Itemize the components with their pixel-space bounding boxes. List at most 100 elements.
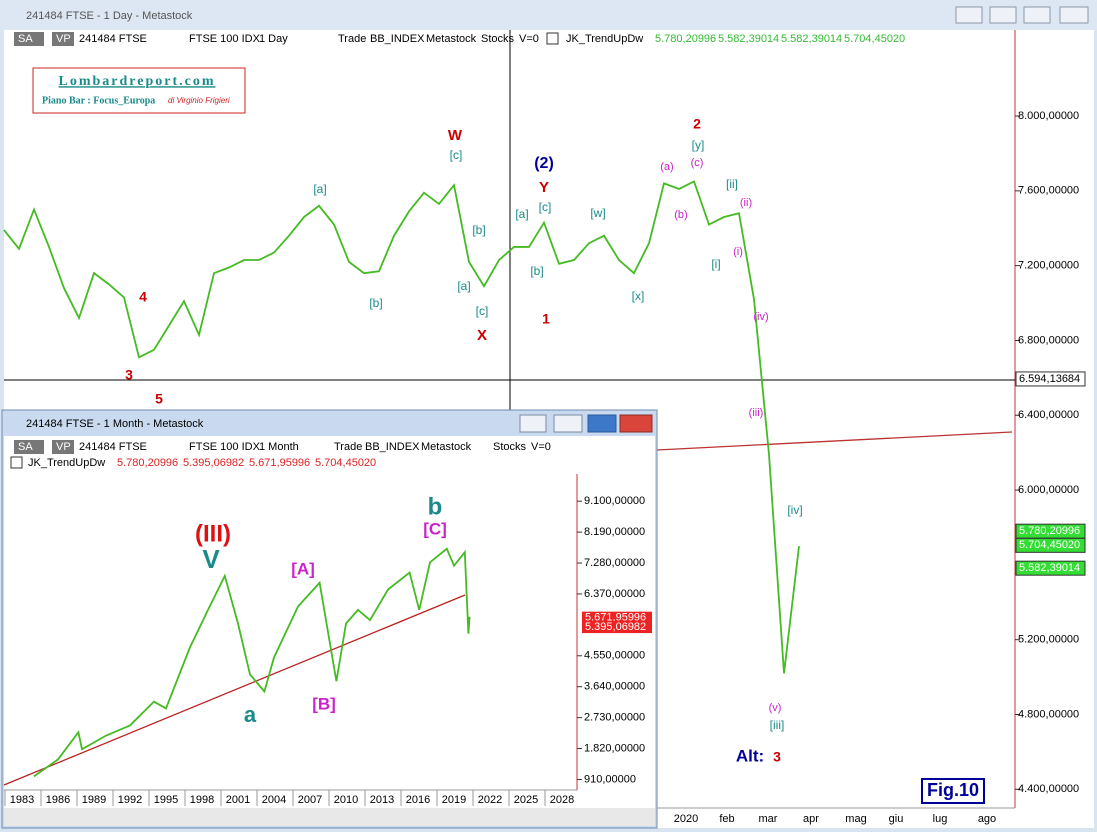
- wave-label: a: [244, 702, 257, 727]
- wave-label: W: [448, 127, 463, 144]
- indicator-toggle[interactable]: [10, 456, 23, 469]
- wave-label: (iv): [753, 311, 768, 323]
- y-tick-label: 9.100,00000: [584, 495, 645, 507]
- toolbar-item: SA: [18, 33, 33, 45]
- main-title: 241484 FTSE - 1 Day - Metastock: [26, 10, 193, 22]
- wave-label: (b): [674, 209, 687, 221]
- wave-label: [x]: [632, 289, 645, 303]
- wave-label: 3: [125, 367, 133, 383]
- wave-label: X: [477, 327, 487, 344]
- y-tick-label: 2.730,00000: [584, 712, 645, 724]
- toolbar-button[interactable]: [52, 440, 74, 454]
- wave-label: 3: [773, 749, 781, 765]
- btn-close[interactable]: [619, 414, 653, 433]
- toolbar-item: 1 Month: [259, 441, 299, 453]
- price-label-box: [582, 611, 652, 624]
- y-tick-label: 5.200,00000: [1018, 634, 1079, 646]
- window-buttons[interactable]: [955, 6, 1089, 24]
- price-label-box: [1015, 560, 1086, 576]
- y-tick-label: 1.820,00000: [584, 742, 645, 754]
- wave-label: [ii]: [726, 177, 738, 191]
- toolbar-item: Stocks: [493, 441, 527, 453]
- x-tick-label: giu: [889, 813, 904, 825]
- y-tick-label: 6.800,00000: [1018, 334, 1079, 346]
- price-label-box: [1015, 537, 1086, 553]
- toolbar-item: BB_INDEX: [370, 33, 425, 45]
- x-tick-label: 1995: [154, 794, 178, 806]
- x-tick-label: 1998: [190, 794, 214, 806]
- btn-minimize[interactable]: [989, 6, 1017, 24]
- toolbar-button[interactable]: [52, 32, 74, 46]
- wave-label: (III): [195, 520, 231, 547]
- trend-line: [3, 594, 466, 786]
- btn-minimize[interactable]: [553, 414, 583, 433]
- wave-label: (ii): [740, 197, 752, 209]
- wave-label: 4: [139, 289, 147, 305]
- wave-label: [b]: [530, 264, 543, 278]
- y-tick-label: 8.190,00000: [584, 526, 645, 538]
- toolbar-button[interactable]: [14, 440, 44, 454]
- btn-copy[interactable]: [955, 6, 983, 24]
- indicator-toggle[interactable]: [546, 32, 559, 45]
- toolbar-button[interactable]: [14, 32, 44, 46]
- wave-label: Alt:: [736, 746, 764, 765]
- wave-label: [c]: [476, 304, 489, 318]
- y-tick-label: 7.600,00000: [1018, 185, 1079, 197]
- toolbar-item: 1 Day: [259, 33, 288, 45]
- x-tick-label: 2016: [406, 794, 430, 806]
- y-tick-label: 3.640,00000: [584, 681, 645, 693]
- x-tick-label: 2001: [226, 794, 250, 806]
- indicator-value: 5.582,39014: [781, 33, 842, 45]
- y-tick-label: 4.400,00000: [1018, 783, 1079, 795]
- y-tick-label: 7.280,00000: [584, 557, 645, 569]
- price-label: 5.780,20996: [1019, 525, 1080, 537]
- price-label-box: [1015, 371, 1086, 387]
- x-tick-label: apr: [803, 813, 819, 825]
- x-tick-label: 2025: [514, 794, 538, 806]
- btn-copy[interactable]: [519, 414, 547, 433]
- wave-label: Y: [539, 179, 549, 196]
- btn-close[interactable]: [1059, 6, 1089, 24]
- price-label: 6.594,13684: [1019, 373, 1080, 385]
- toolbar-item: VP: [56, 33, 71, 45]
- wave-label: [A]: [291, 559, 315, 578]
- y-tick-label: 6.400,00000: [1018, 409, 1079, 421]
- x-tick-label: feb: [719, 813, 734, 825]
- y-tick-label: 7.200,00000: [1018, 260, 1079, 272]
- x-tick-label: 2004: [262, 794, 286, 806]
- x-tick-label: 2010: [334, 794, 358, 806]
- x-tick-label: mar: [759, 813, 778, 825]
- x-tick-label: 2020: [674, 813, 698, 825]
- toolbar-item: Metastock: [426, 33, 477, 45]
- btn-maximize[interactable]: [1023, 6, 1051, 24]
- x-tick-label: 1989: [82, 794, 106, 806]
- wave-label: (i): [733, 246, 743, 258]
- indicator-value: 5.671,95996: [249, 457, 310, 469]
- wave-label: [b]: [369, 296, 382, 310]
- wave-label: [b]: [472, 223, 485, 237]
- toolbar-item: 241484 FTSE: [79, 441, 147, 453]
- toolbar-item: Trade: [334, 441, 362, 453]
- y-tick-label: 8.000,00000: [1018, 110, 1079, 122]
- wave-label: V: [202, 544, 220, 574]
- wave-label: [a]: [515, 207, 528, 221]
- scrollbar[interactable]: [4, 808, 655, 826]
- inset-title: 241484 FTSE - 1 Month - Metastock: [26, 418, 204, 430]
- price-label: 5.582,39014: [1019, 562, 1080, 574]
- price-line: [33, 547, 471, 778]
- y-tick-label: 4.550,00000: [584, 650, 645, 662]
- wave-label: Fig.10: [927, 780, 979, 800]
- x-tick-label: 1992: [118, 794, 142, 806]
- toolbar-item: SA: [18, 441, 33, 453]
- logo-subtitle: Piano Bar : Focus_Europa: [42, 95, 155, 106]
- x-tick-label: 1983: [10, 794, 34, 806]
- wave-label: [a]: [313, 182, 326, 196]
- indicator-value: 5.395,06982: [183, 457, 244, 469]
- indicator-value: 5.780,20996: [655, 33, 716, 45]
- wave-label: (c): [691, 157, 704, 169]
- wave-label: [c]: [450, 148, 463, 162]
- logo-box: [32, 67, 246, 114]
- wave-label: (2): [534, 155, 554, 172]
- btn-maximize[interactable]: [587, 414, 617, 433]
